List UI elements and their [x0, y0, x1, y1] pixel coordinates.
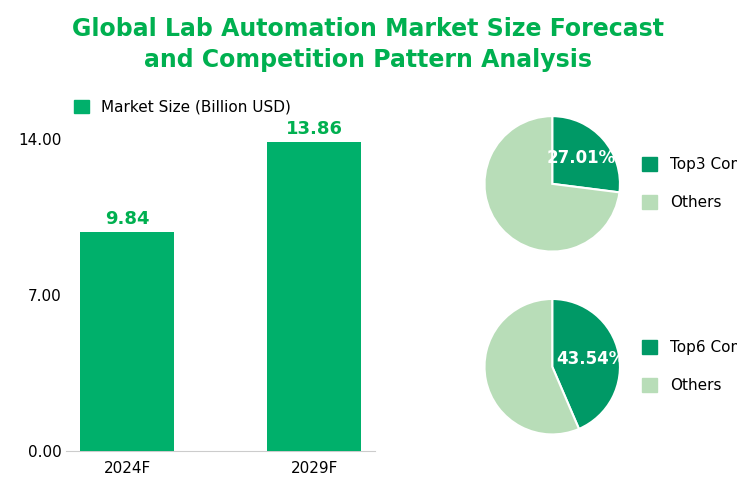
Text: 13.86: 13.86 — [285, 121, 343, 138]
Text: 43.54%: 43.54% — [556, 350, 626, 368]
Legend: Market Size (Billion USD): Market Size (Billion USD) — [74, 100, 291, 115]
Wedge shape — [484, 299, 579, 434]
Legend: Top3 Companies, Others: Top3 Companies, Others — [636, 151, 737, 216]
Text: 27.01%: 27.01% — [547, 149, 616, 167]
Wedge shape — [552, 299, 620, 429]
Legend: Top6 Companies, Others: Top6 Companies, Others — [636, 334, 737, 399]
Bar — [80, 232, 174, 451]
Bar — [268, 142, 361, 451]
Wedge shape — [484, 116, 619, 251]
Text: 9.84: 9.84 — [105, 210, 150, 228]
Text: Global Lab Automation Market Size Forecast
and Competition Pattern Analysis: Global Lab Automation Market Size Foreca… — [72, 17, 665, 72]
Wedge shape — [552, 116, 620, 192]
